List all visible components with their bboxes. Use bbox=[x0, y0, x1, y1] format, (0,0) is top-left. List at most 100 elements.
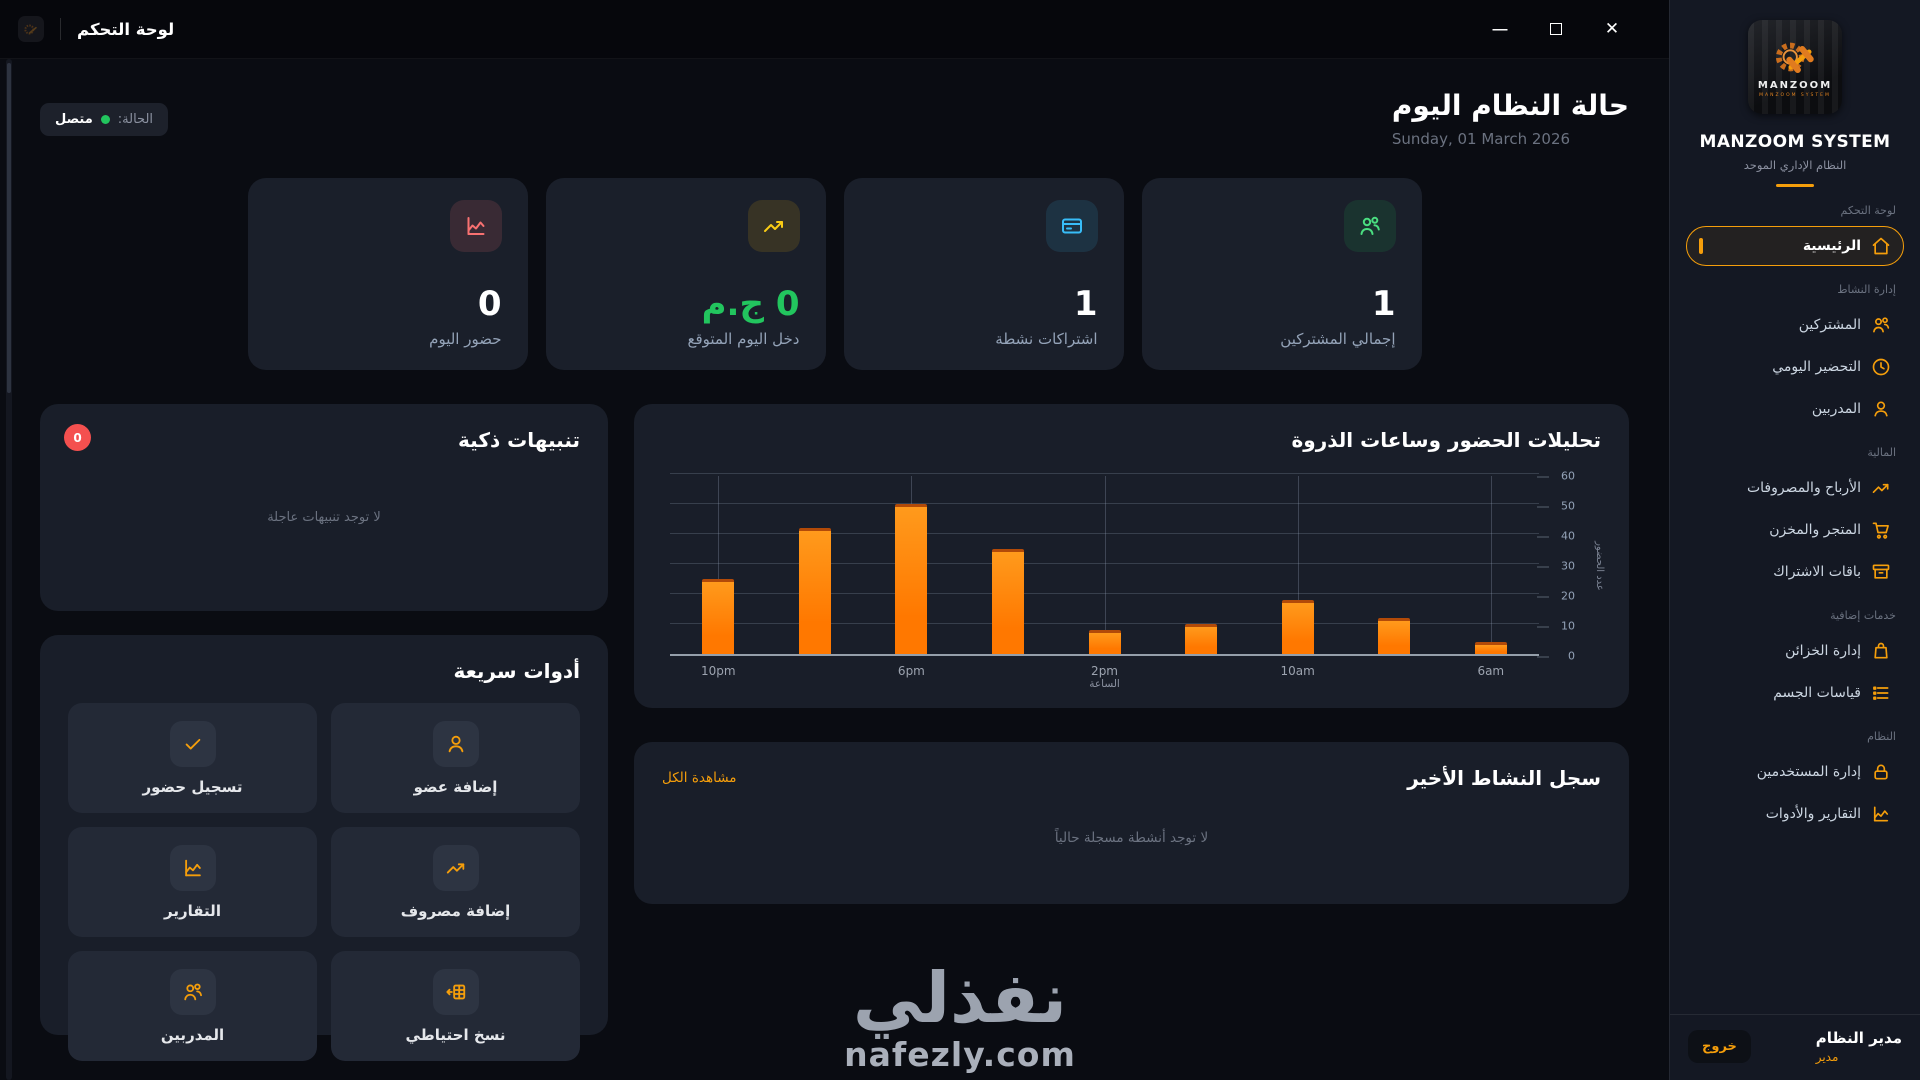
status-badge: الحالة: متصل bbox=[40, 103, 169, 136]
chart-bar bbox=[1378, 618, 1411, 654]
chart-icon bbox=[449, 200, 502, 252]
nav-section-label: خدمات إضافية bbox=[1830, 609, 1896, 622]
gear-dumbbell-icon bbox=[1775, 42, 1814, 74]
activity-log-panel: سجل النشاط الأخير مشاهدة الكل لا توجد أن… bbox=[634, 742, 1629, 904]
sidebar-item-label: المدربين bbox=[1811, 401, 1861, 417]
quick-tool-button[interactable]: المدربين bbox=[68, 951, 317, 1061]
sidebar-item-label: باقات الاشتراك bbox=[1773, 564, 1861, 580]
credit-card-icon bbox=[1045, 200, 1098, 252]
sidebar-item-label: قياسات الجسم bbox=[1773, 685, 1861, 701]
users-icon bbox=[169, 968, 216, 1015]
quick-tool-button[interactable]: إضافة مصروف bbox=[331, 827, 580, 937]
quick-tool-label: إضافة عضو bbox=[413, 777, 498, 796]
clock-icon bbox=[1871, 357, 1891, 377]
trending-up-icon bbox=[747, 200, 800, 252]
quick-tool-label: تسجيل حضور bbox=[142, 777, 243, 796]
quick-tool-button[interactable]: نسخ احتياطي bbox=[331, 951, 580, 1061]
stat-card: 1 اشتراكات نشطة bbox=[843, 178, 1124, 370]
quick-tool-label: إضافة مصروف bbox=[400, 901, 511, 920]
sidebar-footer: مدير النظام مدير خروج bbox=[1670, 1014, 1920, 1080]
y-tick-label: 30 bbox=[1537, 559, 1575, 573]
sidebar-item-label: المشتركين bbox=[1798, 317, 1861, 333]
sidebar-item-user[interactable]: المدربين bbox=[1686, 389, 1904, 429]
smart-alerts-panel: تنبيهات ذكية 0 لا توجد تنبيهات عاجلة bbox=[40, 404, 608, 611]
alerts-title: تنبيهات ذكية bbox=[458, 428, 580, 452]
nav-section-label: إدارة النشاط bbox=[1837, 283, 1896, 296]
quick-tools-panel: أدوات سريعة إضافة عضو تسجيل حضور إضافة مصر… bbox=[40, 635, 608, 1061]
stat-card: 0 ج.م دخل اليوم المتوقع bbox=[545, 178, 826, 370]
quick-tools-title: أدوات سريعة bbox=[453, 659, 580, 683]
chart-icon bbox=[169, 844, 216, 891]
activity-empty-state: لا توجد أنشطة مسجلة حالياً bbox=[1054, 830, 1209, 846]
lock-icon bbox=[1871, 762, 1891, 782]
stat-card: 1 إجمالي المشتركين bbox=[1141, 178, 1422, 370]
active-indicator bbox=[1699, 238, 1703, 254]
quick-tool-label: التقارير bbox=[164, 901, 221, 920]
quick-tool-button[interactable]: تسجيل حضور bbox=[68, 703, 317, 813]
sidebar-item-list[interactable]: قياسات الجسم bbox=[1686, 673, 1904, 713]
logo-wordmark: MANZOOM bbox=[1757, 80, 1833, 91]
minimize-button[interactable]: — bbox=[1489, 18, 1511, 40]
maximize-button[interactable] bbox=[1545, 18, 1567, 40]
page-header: حالة النظام اليوم Sunday, 01 March 2026 … bbox=[40, 89, 1629, 148]
app-logo-icon bbox=[18, 16, 44, 42]
logout-button[interactable]: خروج bbox=[1688, 1030, 1751, 1063]
y-tick-label: 10 bbox=[1537, 619, 1575, 633]
sidebar-item-label: التحضير اليومي bbox=[1772, 359, 1861, 375]
users-icon bbox=[1343, 200, 1396, 252]
stat-value: 1 bbox=[1073, 283, 1098, 324]
trending-up-icon bbox=[432, 844, 479, 891]
sidebar-nav: لوحة التحكم الرئيسية إدارة النشاط المشتركين… bbox=[1684, 189, 1906, 1006]
archive-icon bbox=[1871, 562, 1891, 582]
quick-tool-button[interactable]: التقارير bbox=[68, 827, 317, 937]
home-icon bbox=[1871, 236, 1891, 256]
chart-bar bbox=[1185, 624, 1218, 654]
user-icon bbox=[432, 720, 479, 767]
sidebar-item-trending-up[interactable]: الأرباح والمصروفات bbox=[1686, 468, 1904, 508]
user-info: مدير النظام مدير bbox=[1816, 1029, 1902, 1064]
sidebar-item-label: التقارير والأدوات bbox=[1765, 806, 1861, 822]
sidebar-item-cart[interactable]: المتجر والمخزن bbox=[1686, 510, 1904, 550]
list-icon bbox=[1871, 683, 1891, 703]
view-all-link[interactable]: مشاهدة الكل bbox=[662, 770, 737, 786]
brand-name: MANZOOM SYSTEM bbox=[1699, 132, 1891, 152]
sidebar: MANZOOM MANZOOM SYSTEM MANZOOM SYSTEM ال… bbox=[1669, 0, 1920, 1080]
y-tick-label: 20 bbox=[1537, 589, 1575, 603]
chart-bar bbox=[1088, 630, 1121, 654]
dashboard-content: حالة النظام اليوم Sunday, 01 March 2026 … bbox=[0, 59, 1669, 1080]
nav-section-label: المالية bbox=[1867, 446, 1896, 459]
stat-label: إجمالي المشتركين bbox=[1280, 330, 1396, 348]
titlebar: لوحة التحكم — ✕ bbox=[0, 0, 1669, 59]
x-tick-label: 2pm bbox=[1091, 664, 1119, 678]
chart-bar bbox=[1474, 642, 1507, 654]
sidebar-item-users[interactable]: المشتركين bbox=[1686, 305, 1904, 345]
chart-icon bbox=[1871, 804, 1891, 824]
sidebar-item-lock[interactable]: إدارة المستخدمين bbox=[1686, 752, 1904, 792]
sidebar-item-home[interactable]: الرئيسية bbox=[1686, 226, 1904, 266]
user-name: مدير النظام bbox=[1815, 1029, 1902, 1047]
stat-label: دخل اليوم المتوقع bbox=[687, 330, 800, 348]
quick-tool-button[interactable]: إضافة عضو bbox=[331, 703, 580, 813]
trending-up-icon bbox=[1871, 478, 1891, 498]
y-tick-label: 50 bbox=[1537, 499, 1575, 513]
manzoom-logo: MANZOOM MANZOOM SYSTEM bbox=[1748, 20, 1842, 114]
stat-card: 0 حضور اليوم bbox=[247, 178, 528, 370]
y-tick-label: 60 bbox=[1537, 469, 1575, 483]
sidebar-item-label: المتجر والمخزن bbox=[1769, 522, 1861, 538]
quick-tools-grid: إضافة عضو تسجيل حضور إضافة مصروف التقارير نس… bbox=[68, 703, 580, 1061]
attendance-chart-panel: تحليلات الحضور وساعات الذروة 10pm 6pm 2pm ا… bbox=[634, 404, 1629, 708]
status-label: الحالة: bbox=[117, 112, 154, 127]
y-tick-label: 0 bbox=[1537, 649, 1575, 663]
sidebar-item-archive[interactable]: باقات الاشتراك bbox=[1686, 552, 1904, 592]
activity-title: سجل النشاط الأخير bbox=[1407, 766, 1601, 790]
sidebar-item-clock[interactable]: التحضير اليومي bbox=[1686, 347, 1904, 387]
sidebar-item-bag[interactable]: إدارة الخزائن bbox=[1686, 631, 1904, 671]
alerts-empty-state: لا توجد تنبيهات عاجلة bbox=[267, 510, 381, 525]
scrollbar[interactable] bbox=[6, 59, 12, 1080]
check-icon bbox=[169, 720, 216, 767]
logo-submark: MANZOOM SYSTEM bbox=[1759, 93, 1831, 98]
close-button[interactable]: ✕ bbox=[1601, 18, 1623, 40]
page-title-block: حالة النظام اليوم Sunday, 01 March 2026 bbox=[1392, 89, 1629, 148]
sidebar-item-chart[interactable]: التقارير والأدوات bbox=[1686, 794, 1904, 834]
x-tick-label: 6pm bbox=[897, 664, 925, 678]
